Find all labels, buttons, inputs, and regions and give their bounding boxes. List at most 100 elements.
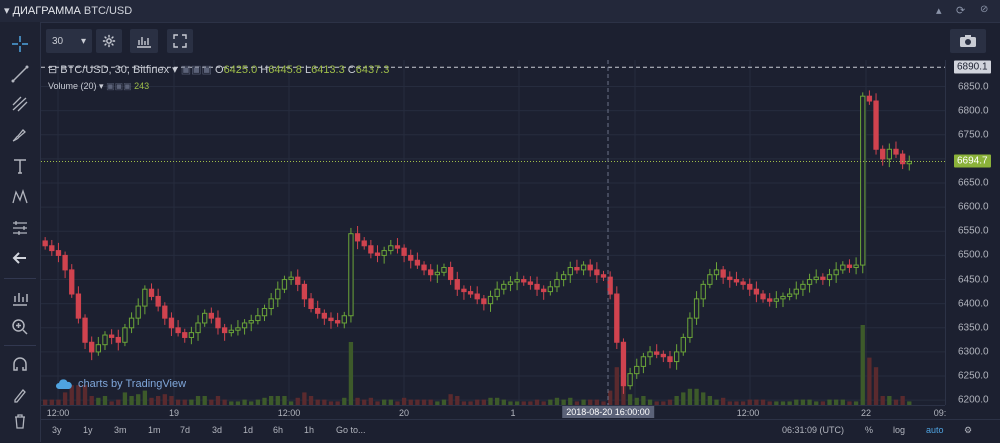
chart-type-button[interactable] xyxy=(130,29,158,53)
candle-body xyxy=(899,153,906,165)
candle-body xyxy=(860,95,866,266)
candle-body xyxy=(381,250,387,256)
chevron-down-icon[interactable]: ▾ xyxy=(169,64,181,76)
candle-body xyxy=(441,266,447,273)
range-7d[interactable]: 7d xyxy=(180,425,191,435)
volume-bar xyxy=(627,394,633,405)
crosshair-tool-icon[interactable] xyxy=(8,32,32,56)
volume-bar xyxy=(328,401,334,405)
log-toggle[interactable]: log xyxy=(893,425,906,435)
close-icon[interactable]: ⊘ xyxy=(980,4,989,15)
snapshot-button[interactable] xyxy=(950,29,986,53)
range-6h[interactable]: 6h xyxy=(273,425,284,435)
indicators-icon[interactable] xyxy=(8,286,32,310)
candle-body xyxy=(208,312,214,319)
brush-tool-icon[interactable] xyxy=(8,122,32,146)
volume-bar xyxy=(435,401,440,405)
volume-bar xyxy=(395,401,400,405)
pattern-tool-icon[interactable] xyxy=(8,185,32,209)
bottom-bar: 3y 1y 3m 1m 7d 3d 1d 6h 1h Go to... 06:3… xyxy=(41,419,1000,443)
settings-button[interactable] xyxy=(96,29,122,53)
zoom-icon[interactable] xyxy=(8,315,32,339)
range-3m[interactable]: 3m xyxy=(114,425,127,435)
volume-bar xyxy=(169,396,174,405)
volume-bar xyxy=(887,396,892,405)
volume-bar xyxy=(428,399,433,405)
candle-body xyxy=(713,269,720,276)
price-tick: 6300.0 xyxy=(958,346,989,358)
candle-body xyxy=(534,283,540,290)
collapse-chevron-icon[interactable]: ▾ xyxy=(4,5,13,17)
lock-drawing-icon[interactable] xyxy=(8,383,32,407)
refresh-icon[interactable]: ⟳ xyxy=(956,5,966,17)
auto-toggle[interactable]: auto xyxy=(926,425,944,435)
volume-bar xyxy=(514,401,520,405)
price-axis[interactable]: 6850.0 6800.0 6750.0 6650.0 6600.0 6550.0 6500… xyxy=(945,60,1000,406)
candle-body xyxy=(647,351,653,358)
time-tick: 09: xyxy=(933,408,947,418)
volume-bar xyxy=(701,392,706,405)
range-3d[interactable]: 3d xyxy=(212,425,223,435)
candle-body xyxy=(155,295,161,307)
chevron-down-icon[interactable]: ▾ xyxy=(96,81,107,91)
series-name[interactable]: BTC/USD, 30, Bitfinex xyxy=(60,64,170,76)
price-tick: 6450.0 xyxy=(958,274,989,286)
fib-tool-icon[interactable] xyxy=(8,92,32,116)
candle-body xyxy=(394,245,401,249)
chevron-up-icon[interactable]: ▴ xyxy=(936,5,942,17)
candle-body xyxy=(42,240,48,247)
window-title[interactable]: ▾ ДИАГРАММА BTC/USD xyxy=(4,4,132,17)
volume-bar xyxy=(495,397,500,405)
volume-bar xyxy=(69,385,74,405)
volume-bar xyxy=(561,399,566,405)
volume-bar xyxy=(408,399,413,405)
candle-body xyxy=(846,264,853,268)
percent-toggle[interactable]: % xyxy=(865,425,874,435)
candle-body xyxy=(188,332,195,338)
candle-body xyxy=(680,336,686,353)
volume-bar xyxy=(62,392,68,405)
magnet-icon[interactable] xyxy=(8,355,32,379)
price-chart[interactable] xyxy=(41,60,945,405)
goto-button[interactable]: Go to... xyxy=(336,425,366,435)
candle-body xyxy=(408,254,414,261)
interval-select[interactable]: 30 ▾ xyxy=(46,29,92,53)
range-3y[interactable]: 3y xyxy=(52,425,62,435)
volume-bar xyxy=(481,399,487,405)
volume-label[interactable]: Volume (20) xyxy=(48,81,97,91)
candle-body xyxy=(753,288,760,295)
range-1m[interactable]: 1m xyxy=(148,425,161,435)
volume-legend-buttons[interactable]: ▣▣▣ xyxy=(106,81,135,91)
back-arrow-icon[interactable] xyxy=(8,246,32,270)
collapse-legend-icon[interactable]: ⊟ xyxy=(48,64,61,76)
candle-body xyxy=(487,295,494,305)
fullscreen-button[interactable] xyxy=(167,29,193,53)
volume-bar xyxy=(687,388,693,405)
candle-body xyxy=(481,298,487,305)
high-price-label: 6890.1 xyxy=(954,60,991,74)
range-1y[interactable]: 1y xyxy=(83,425,93,435)
candle-body xyxy=(361,240,367,247)
candle-body xyxy=(693,298,700,319)
candle-body xyxy=(866,95,873,102)
candle-body xyxy=(906,160,912,165)
candle-body xyxy=(474,293,480,300)
high-value: 6445.8 xyxy=(268,64,302,76)
legend-buttons[interactable]: ▣▣▣ xyxy=(180,64,215,76)
range-1h[interactable]: 1h xyxy=(304,425,315,435)
measure-tool-icon[interactable] xyxy=(8,216,32,240)
candle-body xyxy=(148,288,155,297)
range-1d[interactable]: 1d xyxy=(243,425,254,435)
settings-gear-icon[interactable]: ⚙ xyxy=(964,425,973,435)
volume-bar xyxy=(156,396,161,405)
volume-bar xyxy=(448,394,453,405)
delete-icon[interactable] xyxy=(8,409,32,433)
tradingview-watermark[interactable]: charts by TradingView xyxy=(55,378,186,390)
utc-clock[interactable]: 06:31:09 (UTC) xyxy=(782,425,845,435)
trend-line-tool-icon[interactable] xyxy=(8,62,32,86)
volume-bar xyxy=(501,399,506,405)
price-tick: 6400.0 xyxy=(958,298,989,310)
text-tool-icon[interactable] xyxy=(8,154,32,178)
volume-bar xyxy=(873,367,879,405)
